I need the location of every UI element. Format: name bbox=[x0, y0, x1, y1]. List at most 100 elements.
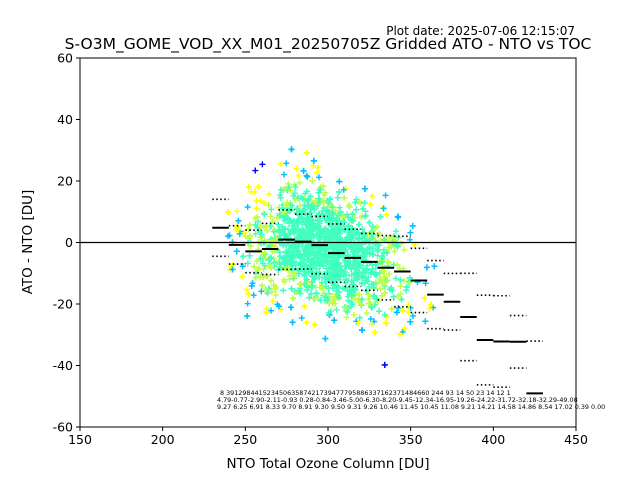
scatter-point bbox=[348, 292, 355, 299]
scatter-point bbox=[367, 269, 374, 276]
scatter-point bbox=[289, 218, 296, 225]
scatter-point bbox=[300, 229, 307, 236]
scatter-point bbox=[303, 319, 310, 326]
scatter-point bbox=[401, 325, 408, 332]
scatter-point bbox=[366, 219, 373, 226]
scatter-point bbox=[254, 218, 261, 225]
scatter-point bbox=[252, 274, 259, 281]
scatter-point bbox=[393, 242, 400, 249]
scatter-point bbox=[329, 204, 336, 211]
scatter-point bbox=[244, 203, 251, 210]
scatter-point bbox=[361, 199, 368, 206]
scatter-point bbox=[267, 213, 274, 220]
scatter-point bbox=[313, 265, 320, 272]
scatter-point bbox=[363, 310, 370, 317]
scatter-point bbox=[287, 242, 294, 249]
scatter-point bbox=[320, 290, 327, 297]
scatter-point bbox=[327, 265, 334, 272]
scatter-point bbox=[252, 230, 259, 237]
scatter-point bbox=[244, 300, 251, 307]
scatter-point bbox=[380, 236, 387, 243]
scatter-point bbox=[271, 228, 278, 235]
scatter-point bbox=[386, 271, 393, 278]
scatter-point bbox=[266, 256, 273, 263]
scatter-point bbox=[363, 250, 370, 257]
scatter-point bbox=[348, 265, 355, 272]
scatter-point bbox=[368, 320, 375, 327]
scatter-point bbox=[329, 300, 336, 307]
plot-date: Plot date: 2025-07-06 12:15:07 bbox=[386, 24, 575, 38]
scatter-point bbox=[305, 263, 312, 270]
scatter-point bbox=[240, 229, 247, 236]
scatter-point bbox=[296, 281, 303, 288]
scatter-point bbox=[289, 202, 296, 209]
scatter-point bbox=[275, 303, 282, 310]
scatter-point bbox=[282, 248, 289, 255]
scatter-point bbox=[377, 285, 384, 292]
scatter-point bbox=[254, 258, 261, 265]
scatter-point bbox=[322, 335, 329, 342]
scatter-point bbox=[292, 226, 299, 233]
plot-area: 8 39129844152345063587421739477795886337… bbox=[79, 57, 605, 428]
scatter-point bbox=[258, 282, 265, 289]
scatter-point bbox=[389, 287, 396, 294]
scatter-point bbox=[390, 293, 397, 300]
scatter-point bbox=[299, 255, 306, 262]
scatter-point bbox=[317, 297, 324, 304]
scatter-point bbox=[364, 278, 371, 285]
scatter-point bbox=[281, 261, 288, 268]
scatter-point bbox=[314, 169, 321, 176]
scatter-point bbox=[371, 271, 378, 278]
scatter-point bbox=[353, 274, 360, 281]
scatter-point bbox=[316, 261, 323, 268]
scatter-point bbox=[311, 233, 317, 240]
scatter-point bbox=[271, 259, 278, 266]
y-tick-label: 0 bbox=[65, 235, 73, 250]
scatter-point bbox=[409, 312, 416, 319]
scatter-point bbox=[330, 210, 337, 217]
scatter-point bbox=[335, 260, 342, 267]
scatter-point bbox=[363, 267, 370, 274]
scatter-point bbox=[344, 211, 351, 218]
scatter-point bbox=[251, 188, 258, 195]
scatter-point bbox=[277, 306, 284, 313]
scatter-point bbox=[397, 276, 404, 283]
scatter-point bbox=[325, 200, 332, 207]
scatter-point bbox=[351, 264, 358, 271]
bin-std-labels: 9.27 6.25 6.91 8.33 9.70 8.91 9.30 9.50 … bbox=[217, 403, 605, 411]
scatter-point bbox=[269, 218, 276, 225]
scatter-point bbox=[383, 320, 390, 327]
scatter-point bbox=[347, 216, 354, 223]
scatter-point bbox=[316, 284, 323, 291]
scatter-point bbox=[300, 207, 307, 214]
scatter-point bbox=[302, 190, 309, 197]
scatter-point bbox=[316, 186, 323, 193]
scatter-point bbox=[258, 288, 265, 295]
scatter-point bbox=[369, 223, 376, 230]
scatter-point bbox=[380, 205, 387, 212]
scatter-point bbox=[316, 195, 323, 202]
scatter-point bbox=[257, 255, 264, 262]
scatter-point bbox=[276, 192, 283, 199]
scatter-point bbox=[270, 282, 277, 289]
scatter-point bbox=[317, 217, 324, 224]
scatter-point bbox=[359, 265, 366, 272]
scatter-point bbox=[303, 149, 310, 156]
scatter-point bbox=[324, 219, 331, 226]
scatter-point bbox=[312, 295, 319, 302]
scatter-point bbox=[383, 211, 390, 218]
scatter-point bbox=[354, 267, 361, 274]
scatter-point bbox=[246, 252, 253, 259]
scatter-point bbox=[328, 220, 335, 227]
scatter-point bbox=[299, 227, 306, 234]
scatter-point bbox=[279, 223, 286, 230]
scatter-point bbox=[267, 263, 274, 270]
scatter-point bbox=[300, 261, 307, 268]
scatter-point bbox=[262, 255, 269, 262]
scatter-point bbox=[259, 260, 266, 267]
scatter-point bbox=[245, 226, 252, 233]
scatter-point bbox=[298, 215, 305, 222]
scatter-point bbox=[321, 192, 328, 199]
scatter-point bbox=[260, 200, 267, 207]
scatter-point bbox=[235, 217, 242, 224]
